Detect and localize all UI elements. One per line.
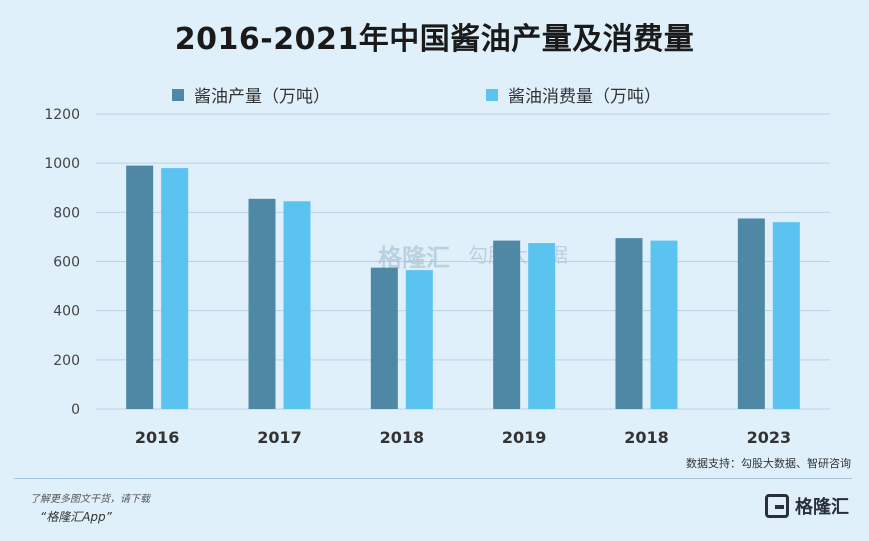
y-tick-label: 800: [53, 205, 80, 221]
bar-production: [493, 240, 521, 409]
x-tick-label: 2019: [502, 428, 547, 447]
bar-consumption: [283, 201, 311, 409]
x-tick-label: 2016: [135, 428, 180, 447]
y-tick-label: 400: [53, 304, 80, 320]
chart-title: 2016-2021年中国酱油产量及消费量: [174, 22, 695, 57]
x-tick-label: 2023: [747, 428, 792, 447]
x-tick-label: 2018: [624, 428, 669, 447]
bar-consumption: [772, 222, 800, 409]
y-tick-label: 600: [53, 255, 80, 271]
x-tick-label: 2017: [257, 428, 302, 447]
logo-text: 格隆汇: [795, 497, 849, 518]
y-tick-label: 0: [71, 402, 80, 418]
legend-item-consumption: 酱油消费量（万吨）: [486, 82, 661, 107]
logo-icon: [765, 494, 789, 518]
legend-item-production: 酱油产量（万吨）: [172, 82, 330, 107]
bar-production: [737, 218, 765, 409]
legend-label-consumption: 酱油消费量（万吨）: [508, 87, 661, 107]
source-note: 数据支持：勾股大数据、智研咨询: [686, 457, 851, 470]
bar-production: [615, 238, 643, 409]
bar-chart: 020040060080010001200格隆汇勾股大数据20162017201…: [44, 107, 830, 447]
bar-consumption: [528, 243, 556, 409]
bar-production: [126, 165, 154, 409]
x-tick-label: 2018: [380, 428, 425, 447]
bar-consumption: [161, 168, 189, 409]
bar-production: [370, 267, 398, 409]
watermark-brand: 格隆汇: [378, 244, 450, 272]
brand-logo: 格隆汇: [765, 493, 849, 519]
legend-label-production: 酱油产量（万吨）: [194, 87, 330, 107]
bar-consumption: [405, 270, 433, 409]
y-tick-label: 200: [53, 353, 80, 369]
y-tick-label: 1000: [44, 156, 80, 172]
divider: [14, 478, 852, 479]
bar-consumption: [650, 240, 678, 409]
promo-text: 了解更多图文干货，请下载: [30, 494, 150, 505]
bar-production: [248, 198, 276, 409]
legend-swatch-production: [172, 88, 184, 101]
y-tick-label: 1200: [44, 107, 80, 123]
promo-app-name: “格隆汇App”: [40, 510, 112, 524]
legend-swatch-consumption: [486, 88, 498, 101]
